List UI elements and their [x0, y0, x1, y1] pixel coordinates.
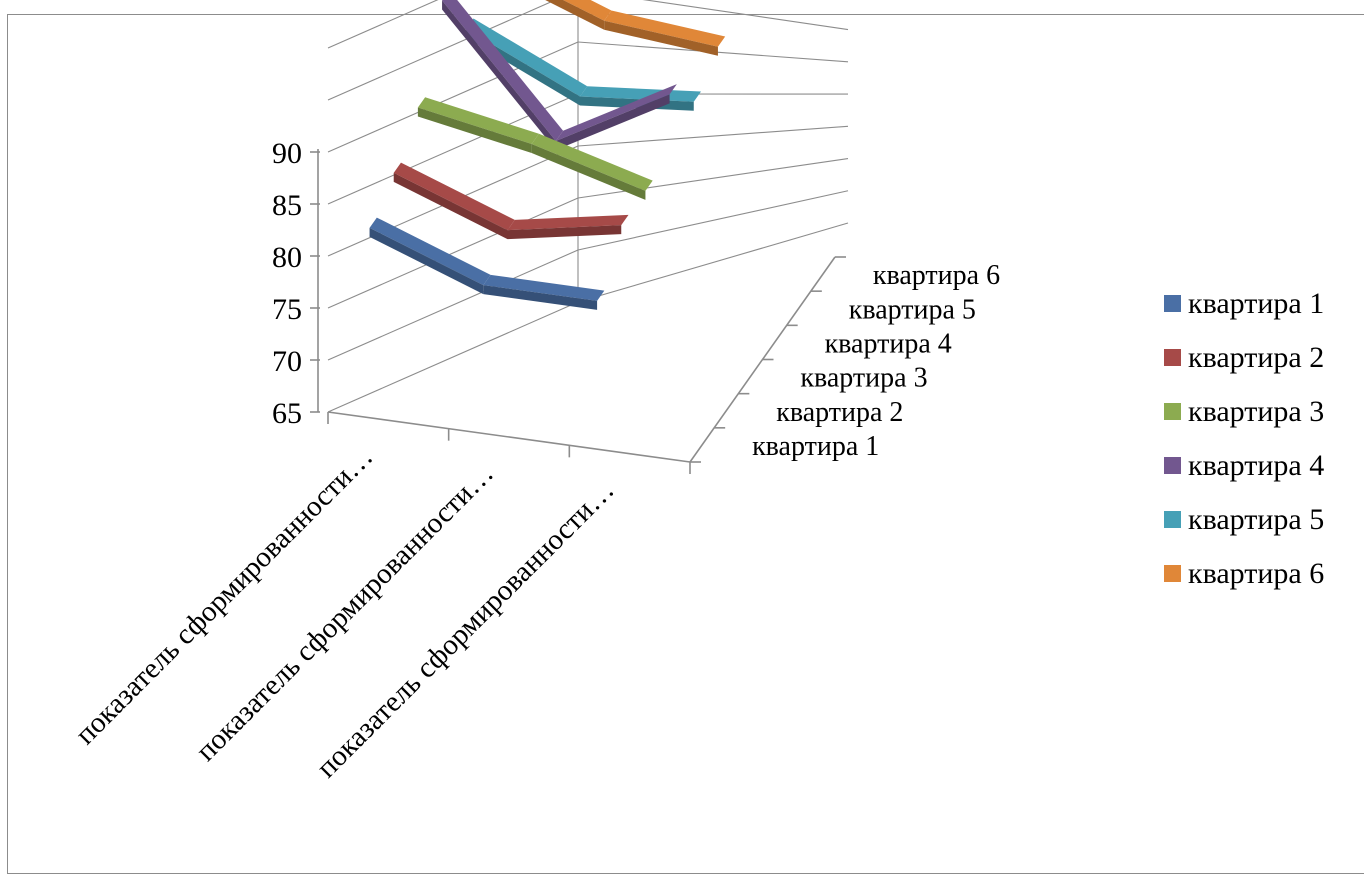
x-axis-line: [328, 412, 690, 462]
left-wall-gridline: [328, 302, 578, 412]
legend-label: квартира 3: [1188, 395, 1324, 428]
y-tick-label: 70: [272, 345, 302, 378]
legend-label: квартира 5: [1188, 503, 1324, 536]
x-category-label: показатель сформированности…: [69, 441, 379, 751]
y-tick-label: 80: [272, 241, 302, 274]
back-wall-gridline: [578, 126, 848, 146]
depth-label: квартира 4: [825, 328, 952, 359]
series-1-segment-top: [370, 218, 491, 286]
series-2-segment-side: [394, 173, 508, 239]
legend-label: квартира 2: [1188, 341, 1324, 374]
series-ribbon-6: [490, 0, 725, 56]
legend-label: квартира 6: [1188, 557, 1324, 590]
legend: квартира 1 квартира 2 квартира 3 квартира 4…: [1164, 287, 1324, 590]
x-axis: показатель сформированности…показатель с…: [69, 412, 690, 784]
legend-label: квартира 1: [1188, 287, 1324, 320]
legend-label: квартира 4: [1188, 449, 1324, 482]
legend-swatch: [1164, 295, 1181, 312]
y-tick-label: 85: [272, 189, 302, 222]
y-tick-label: 90: [272, 137, 302, 170]
depth-label: квартира 2: [776, 397, 903, 428]
legend-swatch: [1164, 403, 1181, 420]
y-tick-label: 75: [272, 293, 302, 326]
series-2-segment-top: [394, 163, 515, 231]
depth-label: квартира 5: [849, 294, 976, 325]
legend-swatch: [1164, 565, 1181, 582]
series-1-segment-side: [370, 228, 484, 294]
depth-label: квартира 6: [873, 260, 1000, 291]
legend-swatch: [1164, 457, 1181, 474]
depth-label: квартира 3: [800, 363, 927, 394]
depth-label: квартира 1: [752, 431, 879, 462]
legend-swatch: [1164, 511, 1181, 528]
legend-swatch: [1164, 349, 1181, 366]
y-tick-label: 65: [272, 397, 302, 430]
x-category-label: показатель сформированности…: [190, 457, 500, 767]
x-category-label: показатель сформированности…: [310, 474, 620, 784]
back-wall-gridline: [578, 223, 848, 302]
